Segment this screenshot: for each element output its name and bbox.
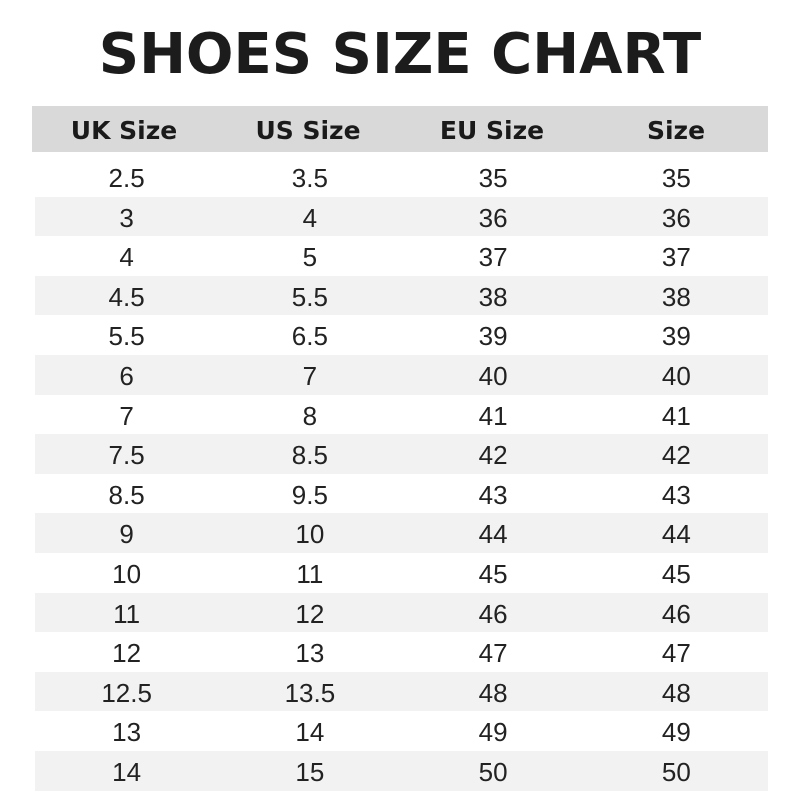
table-cell: 35 — [478, 163, 508, 193]
table-cell: 43 — [478, 479, 508, 510]
table-cell: 44 — [661, 519, 691, 550]
table-cell: 46 — [661, 598, 691, 629]
table-row: 9 10 44 44 — [35, 513, 768, 553]
table-cell: 14 — [112, 756, 142, 787]
table-row: 7.5 8.5 42 42 — [35, 434, 768, 474]
table-row: 2.5 3.5 35 35 — [35, 157, 768, 197]
table-cell: 47 — [661, 638, 691, 669]
table-cell: 4 — [302, 202, 318, 233]
table-cell: 39 — [661, 321, 691, 352]
table-row: 12.5 13.5 48 48 — [35, 671, 768, 712]
table-cell: 8 — [302, 400, 318, 431]
table-cell: 45 — [661, 558, 691, 589]
table-header: UK Size US Size EU Size Size — [32, 106, 768, 152]
table-cell: 8.5 — [291, 440, 328, 471]
table-cell: 50 — [661, 756, 691, 787]
table-cell: 12.5 — [101, 677, 152, 708]
table-cell: 38 — [478, 281, 508, 312]
table-row: 10 11 45 45 — [35, 553, 768, 593]
table-cell: 10 — [295, 519, 325, 550]
table-cell: 48 — [478, 677, 508, 708]
table-cell: 4.5 — [108, 281, 145, 312]
table-cell: 6.5 — [291, 321, 328, 352]
table-cell: 7 — [302, 360, 318, 391]
table-row: 13 14 49 49 — [35, 711, 768, 751]
column-header: US Size — [255, 116, 361, 145]
column-header: EU Size — [439, 116, 545, 145]
table-cell: 12 — [112, 638, 142, 669]
table-cell: 37 — [478, 242, 508, 273]
table-cell: 5 — [302, 242, 318, 273]
table-cell: 37 — [661, 242, 691, 273]
table-cell: 36 — [478, 202, 508, 233]
table-cell: 5.5 — [108, 321, 145, 352]
table-cell: 43 — [661, 479, 691, 510]
table-row: 4 5 37 37 — [35, 236, 768, 276]
table-cell: 2.5 — [108, 163, 145, 193]
table-cell: 11 — [113, 598, 141, 629]
table-cell: 42 — [478, 440, 508, 471]
table-cell: 38 — [661, 281, 691, 312]
table-row: 6 7 40 40 — [35, 354, 768, 395]
table-cell: 10 — [112, 558, 142, 589]
table-row: 3 4 36 36 — [35, 196, 768, 237]
table-cell: 14 — [295, 717, 325, 748]
table-cell: 11 — [296, 558, 324, 589]
table-row: 4.5 5.5 38 38 — [35, 275, 768, 316]
table-cell: 15 — [295, 756, 325, 787]
table-row: 14 15 50 50 — [35, 750, 768, 791]
column-header: UK Size — [70, 116, 178, 145]
table-cell: 35 — [661, 163, 691, 193]
table-cell: 41 — [478, 400, 508, 431]
table-cell: 6 — [119, 360, 134, 391]
table-cell: 3.5 — [291, 163, 328, 193]
table-cell: 47 — [478, 638, 508, 669]
table-cell: 7 — [119, 400, 134, 431]
table-cell: 48 — [661, 677, 691, 708]
table-cell: 13.5 — [284, 677, 336, 708]
table-cell: 42 — [661, 440, 691, 471]
table-cell: 49 — [661, 717, 691, 748]
table-cell: 39 — [478, 321, 508, 352]
table-row: 8.5 9.5 43 43 — [35, 474, 768, 514]
table-cell: 40 — [478, 360, 508, 391]
table-row: 5.5 6.5 39 39 — [35, 315, 768, 355]
table-cell: 7.5 — [108, 440, 145, 471]
table-cell: 3 — [119, 202, 134, 233]
table-row: 12 13 47 47 — [35, 632, 768, 672]
table-row: 7 8 41 41 — [35, 395, 768, 435]
column-header: Size — [646, 116, 706, 145]
table-cell: 49 — [478, 717, 508, 748]
table-cell: 46 — [478, 598, 508, 629]
table-cell: 12 — [295, 598, 325, 629]
table-cell: 36 — [661, 202, 691, 233]
table-cell: 9.5 — [291, 479, 328, 510]
table-cell: 8.5 — [108, 479, 145, 510]
table-body: 2.5 3.5 35 35 3 4 36 36 4 5 37 37 4.5 5.5 38 38 5.5 6.5 39… — [35, 157, 768, 791]
table-cell: 44 — [478, 519, 508, 550]
chart-title: SHOES SIZE CHART — [98, 22, 702, 87]
table-cell: 4 — [119, 242, 134, 273]
table-cell: 13 — [112, 717, 142, 748]
table-cell: 13 — [295, 638, 325, 669]
table-cell: 50 — [478, 756, 508, 787]
table-cell: 5.5 — [291, 281, 328, 312]
table-cell: 41 — [661, 400, 691, 431]
table-cell: 40 — [661, 360, 691, 391]
table-cell: 45 — [478, 558, 508, 589]
table-row: 11 12 46 46 — [35, 592, 768, 633]
table-cell: 9 — [119, 519, 134, 550]
